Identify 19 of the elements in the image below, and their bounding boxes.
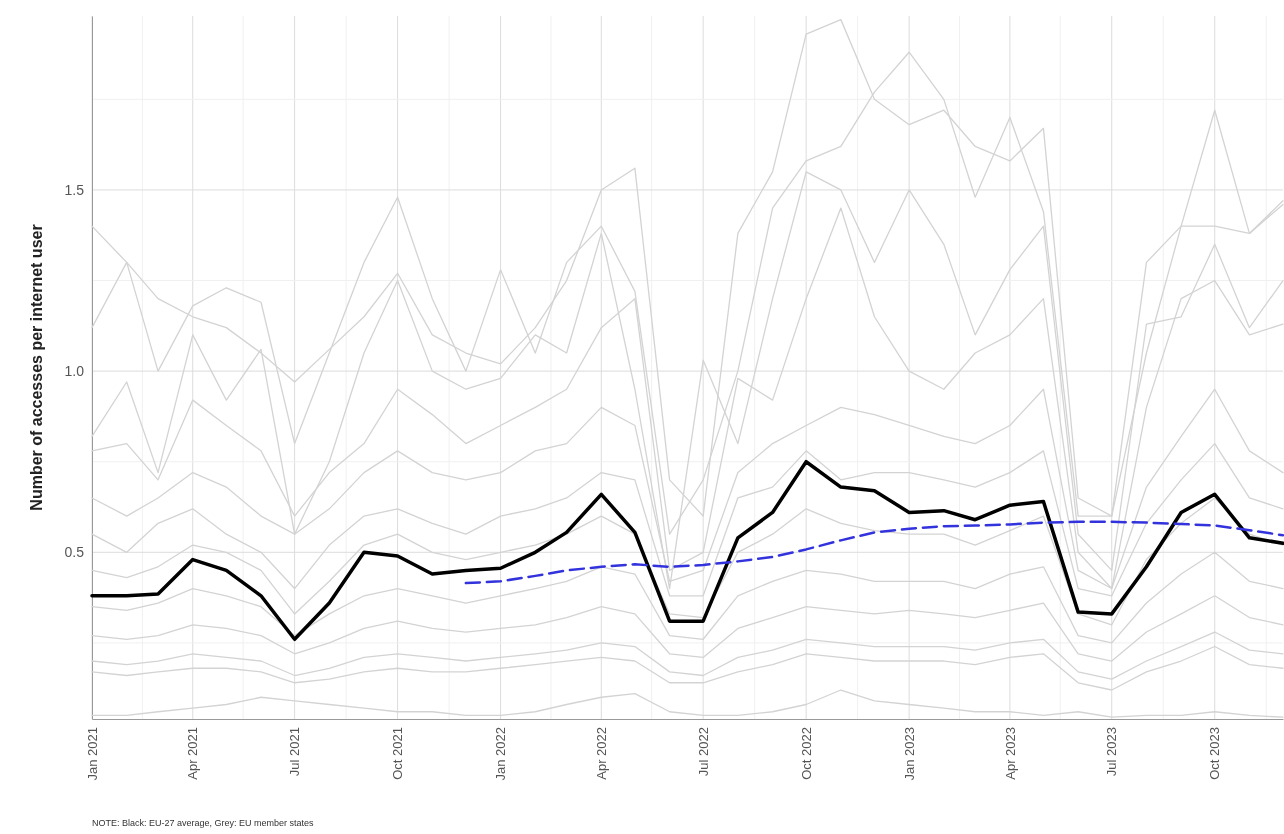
x-tick-label: Jan 2022 [493, 727, 509, 781]
x-tick-label: Jul 2021 [287, 727, 303, 777]
y-tick-label: 1.0 [64, 363, 85, 380]
x-tick-label: Jul 2023 [1104, 727, 1120, 777]
line-series [464, 520, 1284, 585]
x-tick-label: Oct 2022 [798, 727, 814, 780]
y-tick-label: 1.5 [64, 181, 85, 198]
x-tick-label: Jul 2022 [695, 727, 711, 777]
x-tick-label: Apr 2023 [1002, 727, 1018, 780]
x-tick-label: Jan 2021 [84, 727, 100, 781]
x-tick-label: Apr 2022 [593, 727, 609, 780]
line-series [90, 459, 1284, 642]
x-tick-label: Oct 2021 [390, 727, 406, 780]
y-tick-label: 0.5 [64, 544, 85, 561]
x-tick-label: Oct 2023 [1207, 727, 1223, 780]
x-tick-label: Apr 2021 [185, 727, 201, 780]
x-tick-label: Jan 2023 [901, 727, 917, 781]
text: NOTE: Black: EU-27 average, Grey: EU member states [92, 818, 315, 828]
y-axis-title: Number of accesses per internet user [28, 224, 45, 511]
